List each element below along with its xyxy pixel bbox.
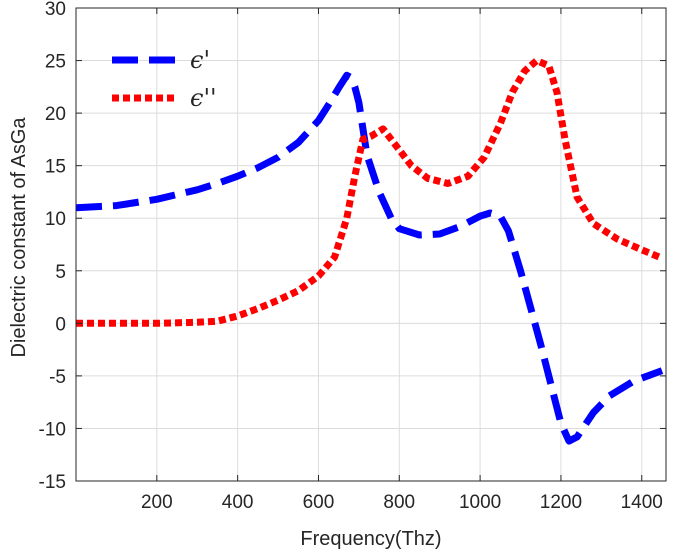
legend-label-eps-prime: ϵ' bbox=[190, 46, 210, 74]
plot-frame bbox=[75, 7, 667, 482]
y-tick-label: 25 bbox=[45, 52, 66, 73]
tick-labels: 200 400 600 800 1000 1200 1400 -15 -10 -5 0 5 10 15 20… bbox=[39, 0, 663, 513]
series-line-eps-prime bbox=[75, 71, 664, 445]
y-tick-label: 15 bbox=[45, 157, 66, 178]
y-axis-title: Dielectric constant of AsGa bbox=[8, 117, 30, 358]
y-tick-label: 5 bbox=[55, 262, 66, 283]
series-layer bbox=[75, 57, 664, 445]
y-tick-label: -5 bbox=[49, 367, 66, 388]
y-tick-label: 10 bbox=[45, 209, 66, 230]
legend-label-eps-double-prime: ϵ'' bbox=[190, 84, 217, 112]
x-axis-title: Frequency(Thz) bbox=[300, 528, 441, 550]
series-line-eps-double-prime bbox=[76, 57, 664, 327]
y-tick-label: 20 bbox=[45, 104, 66, 125]
y-tick-label: -15 bbox=[39, 472, 66, 493]
y-tick-label: 30 bbox=[45, 0, 66, 20]
x-tick-label: 800 bbox=[383, 492, 415, 513]
legend: ϵ' ϵ'' bbox=[112, 46, 217, 112]
x-tick-label: 600 bbox=[303, 492, 335, 513]
y-tick-label: 0 bbox=[55, 314, 66, 335]
x-tick-label: 1200 bbox=[540, 492, 582, 513]
x-tick-label: 200 bbox=[141, 492, 173, 513]
x-tick-label: 1000 bbox=[459, 492, 501, 513]
ticks bbox=[76, 7, 666, 482]
y-tick-label: -10 bbox=[39, 419, 66, 440]
x-tick-label: 400 bbox=[222, 492, 254, 513]
x-tick-label: 1400 bbox=[621, 492, 663, 513]
grid bbox=[76, 7, 666, 482]
